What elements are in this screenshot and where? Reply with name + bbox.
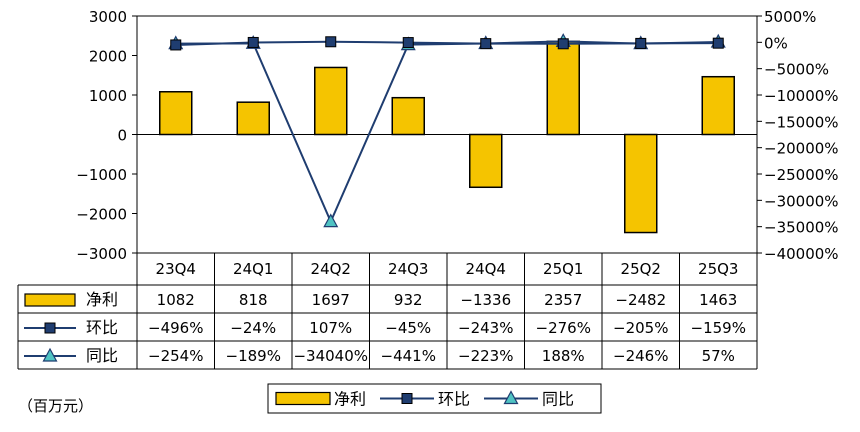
table-cell: −34040% — [293, 347, 368, 365]
y-right-tick-label: −35000% — [764, 219, 839, 237]
bar-25Q3 — [701, 75, 735, 136]
y-right-tick-label: 5000% — [764, 8, 816, 26]
table-cell: 1463 — [699, 291, 737, 309]
table-cell: −45% — [385, 319, 431, 337]
table-cell: −496% — [148, 319, 203, 337]
table-cell: 1082 — [157, 291, 195, 309]
table-cell: 57% — [702, 347, 735, 365]
table-key-marker-同比 — [42, 347, 58, 362]
legend: 净利 环比 同比 — [267, 383, 602, 414]
legend-key-净利 — [275, 391, 331, 406]
x-tick-label: 23Q4 — [156, 260, 196, 278]
x-tick-label: 25Q3 — [698, 260, 738, 278]
y-right-tick-label: −10000% — [764, 87, 839, 105]
table-cell: −441% — [381, 347, 436, 365]
y-left-tick-label: −3000 — [76, 245, 127, 263]
marker-同比-24Q2 — [323, 213, 339, 228]
legend-key-marker-环比 — [401, 393, 413, 404]
y-left-tick-label: 3000 — [89, 8, 127, 26]
y-left-tick-label: −1000 — [76, 166, 127, 184]
legend-label-净利: 净利 — [334, 390, 366, 409]
bar-23Q4 — [159, 91, 193, 136]
x-tick-label: 25Q2 — [621, 260, 661, 278]
y-right-tick-label: 0% — [764, 34, 788, 52]
x-tick-label: 25Q1 — [543, 260, 583, 278]
table-cell: 932 — [394, 291, 423, 309]
y-right-tick-label: −30000% — [764, 192, 839, 210]
table-cell: 1697 — [312, 291, 350, 309]
x-tick-label: 24Q3 — [388, 260, 428, 278]
y-left-tick-label: −2000 — [76, 206, 127, 224]
legend-label-环比: 环比 — [438, 390, 470, 409]
y-right-tick-label: −25000% — [764, 166, 839, 184]
table-key-净利 — [24, 293, 76, 307]
marker-环比-25Q1 — [557, 38, 569, 50]
table-cell: −276% — [536, 319, 591, 337]
line-同比 — [175, 40, 719, 225]
table-cell: −1336 — [460, 291, 511, 309]
table-row-label: 环比 — [86, 318, 118, 337]
y-right-tick-label: −15000% — [764, 113, 839, 131]
axes-layer: 3000 2000 1000 0 −1000 −2000 −3000 5000% 0% −5000… — [76, 8, 838, 263]
bar-25Q1 — [546, 40, 580, 136]
table-cell: −205% — [613, 319, 668, 337]
table-cell: 188% — [542, 347, 585, 365]
unit-note: （百万元） — [18, 397, 93, 415]
bar-25Q2 — [624, 133, 658, 234]
marker-环比-24Q1 — [247, 36, 259, 48]
table-cell: 2357 — [544, 291, 582, 309]
table-key-marker-环比 — [44, 322, 56, 334]
y-left-tick-label: 0 — [117, 127, 127, 145]
marker-环比-25Q2 — [635, 37, 647, 49]
x-tick-label: 24Q1 — [233, 260, 273, 278]
table-row-label: 净利 — [86, 290, 118, 309]
legend-label-同比: 同比 — [542, 390, 574, 409]
y-left-tick-label: 1000 — [89, 87, 127, 105]
bars-layer — [159, 40, 735, 234]
marker-环比-25Q3 — [712, 37, 724, 49]
bar-24Q2 — [314, 66, 348, 136]
table-cell: 107% — [309, 319, 352, 337]
data-table: 23Q4 24Q1 24Q2 24Q3 24Q4 25Q1 25Q2 25Q3 净利 1082 81… — [17, 253, 758, 370]
bar-24Q4 — [469, 133, 503, 189]
y-right-tick-label: −20000% — [764, 140, 839, 158]
y-right-tick-label: −40000% — [764, 245, 839, 263]
table-cell: −246% — [613, 347, 668, 365]
x-tick-label: 24Q2 — [311, 260, 351, 278]
table-cell: −254% — [148, 347, 203, 365]
legend-key-marker-同比 — [503, 390, 519, 405]
marker-环比-23Q4 — [170, 39, 182, 51]
table-cell: −2482 — [615, 291, 666, 309]
marker-环比-24Q3 — [402, 37, 414, 49]
bar-24Q1 — [236, 101, 270, 136]
table-cell: −189% — [226, 347, 281, 365]
lines-layer — [168, 33, 726, 228]
x-tick-label: 24Q4 — [466, 260, 506, 278]
table-cell: 818 — [239, 291, 268, 309]
y-left-tick-label: 2000 — [89, 48, 127, 66]
y-right-tick-label: −5000% — [764, 61, 829, 79]
bar-24Q3 — [391, 96, 425, 136]
marker-环比-24Q4 — [480, 38, 492, 50]
marker-环比-24Q2 — [325, 36, 337, 48]
table-cell: −243% — [458, 319, 513, 337]
table-row-label: 同比 — [86, 346, 118, 365]
table-cell: −159% — [691, 319, 746, 337]
table-cell: −223% — [458, 347, 513, 365]
table-cell: −24% — [230, 319, 276, 337]
